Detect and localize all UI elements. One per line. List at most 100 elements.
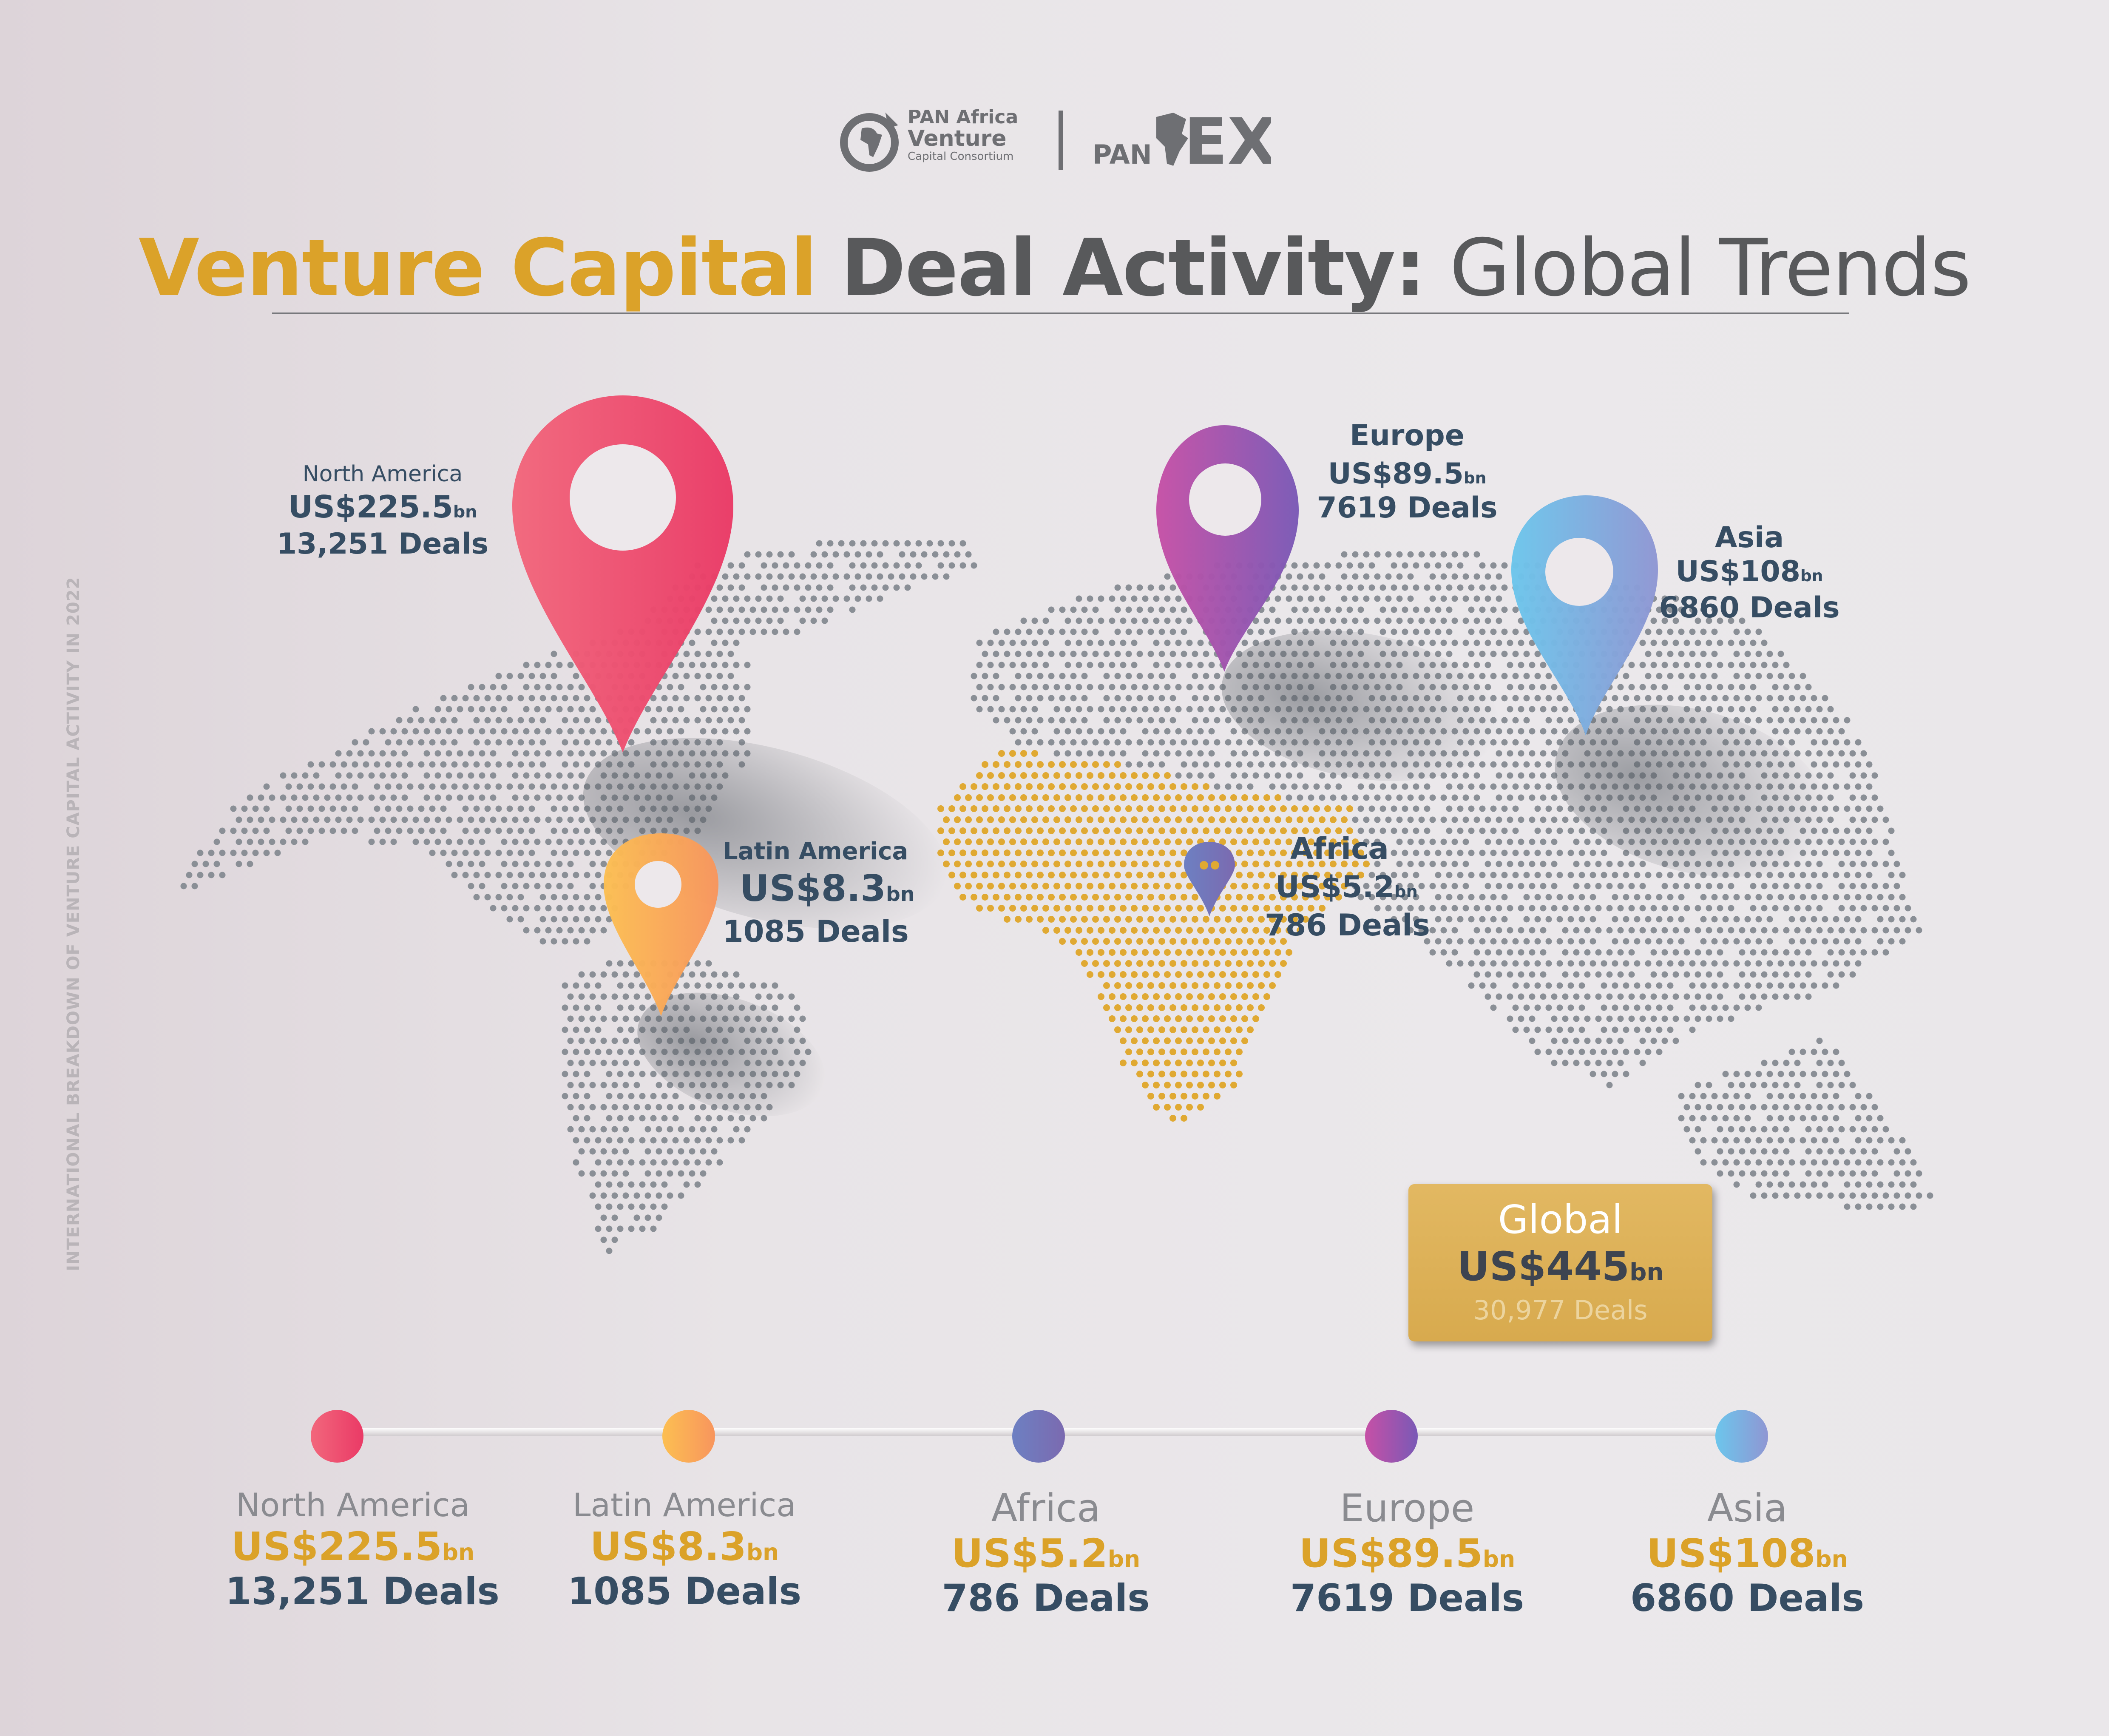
timeline-dot-europe[interactable] [1365,1410,1418,1463]
map-dot [1203,1026,1209,1033]
map-dot [446,706,452,713]
map-dot [1733,982,1740,989]
map-dot [1800,982,1806,989]
map-dot [1368,783,1375,790]
map-dot [1545,1048,1552,1055]
map-dot [562,1026,568,1033]
map-dot [1208,794,1215,801]
map-dot [777,617,784,624]
map-dot [1092,805,1099,812]
map-dot [827,540,834,547]
map-dot [479,772,485,779]
map-dot [490,684,497,690]
map-dot [1717,662,1723,668]
map-dot [1269,628,1276,635]
map-dot [1341,794,1348,801]
map-dot [1755,651,1762,657]
map-dot [1147,960,1154,967]
map-dot [1844,1159,1851,1166]
map-dot [622,1037,629,1044]
map-dot [982,805,988,812]
map-dot [1192,916,1198,923]
map-dot [1142,1082,1149,1088]
map-dot [1197,706,1204,713]
map-dot [1302,783,1309,790]
map-dot [236,816,242,823]
map-dot [1131,927,1138,934]
map-dot [611,1015,618,1022]
map-dot [667,1170,673,1177]
map-dot [727,606,734,613]
map-dot [1280,850,1287,856]
map-dot [678,706,684,713]
map-dot [1125,717,1132,724]
map-dot [1009,639,1016,646]
map-dot [1147,695,1154,702]
map-dot [1899,872,1906,878]
map-dot [1236,960,1243,967]
map-dot [1556,850,1563,856]
map-dot [1523,938,1530,945]
map-dot [1905,905,1911,912]
map-dot [1700,1137,1707,1144]
map-dot [1208,993,1215,1000]
map-dot [1501,695,1508,702]
map-dot [1706,1015,1712,1022]
map-dot [1291,872,1298,878]
map-dot [744,706,751,713]
map-dot [1396,595,1403,602]
pin-europe[interactable] [1156,425,1299,672]
map-dot [545,706,552,713]
map-dot [1849,949,1856,956]
map-dot [993,761,999,768]
map-dot [1208,662,1215,668]
map-dot [517,894,524,901]
map-dot [1855,1093,1862,1100]
timeline-dot-asia[interactable] [1715,1410,1768,1463]
map-dot [429,739,436,746]
map-dot [1490,916,1497,923]
map-dot [1125,739,1132,746]
timeline-dot-north-america[interactable] [311,1410,363,1463]
map-dot [1590,1048,1596,1055]
map-dot [600,927,607,934]
map-dot [1650,971,1657,978]
map-dot [1263,816,1270,823]
map-dot [1805,949,1812,956]
map-dot [832,573,839,580]
map-dot [1772,993,1779,1000]
map-dot [418,761,425,768]
timeline-dot-latin-america[interactable] [662,1410,715,1463]
map-dot [1634,872,1641,878]
map-dot [976,883,983,889]
map-dot [1169,1026,1176,1033]
map-dot [302,794,309,801]
map-dot [1584,838,1591,845]
map-dot [573,1115,579,1122]
map-dot [1087,883,1093,889]
map-dot [1440,816,1447,823]
pin-africa[interactable] [1184,842,1235,916]
map-dot [1529,684,1536,690]
map-dot [689,1126,695,1133]
map-dot [556,838,563,845]
pin-latin-america[interactable] [604,833,718,1016]
map-dot [1214,783,1221,790]
map-dot [1645,982,1652,989]
map-dot [1551,684,1558,690]
map-dot [1418,617,1425,624]
map-dot [694,695,701,702]
map-dot [1236,805,1243,812]
pin-north-america[interactable] [512,395,733,753]
map-dot [1252,1015,1259,1022]
pin-asia[interactable] [1511,495,1658,736]
map-dot [1512,982,1519,989]
map-dot [1545,673,1552,679]
map-dot [1645,1004,1652,1011]
map-dot [1606,949,1613,956]
map-dot [1169,982,1176,989]
map-dot [1882,1192,1889,1199]
map-dot [1357,783,1364,790]
timeline-dot-africa[interactable] [1012,1410,1065,1463]
map-dot [1501,628,1508,635]
